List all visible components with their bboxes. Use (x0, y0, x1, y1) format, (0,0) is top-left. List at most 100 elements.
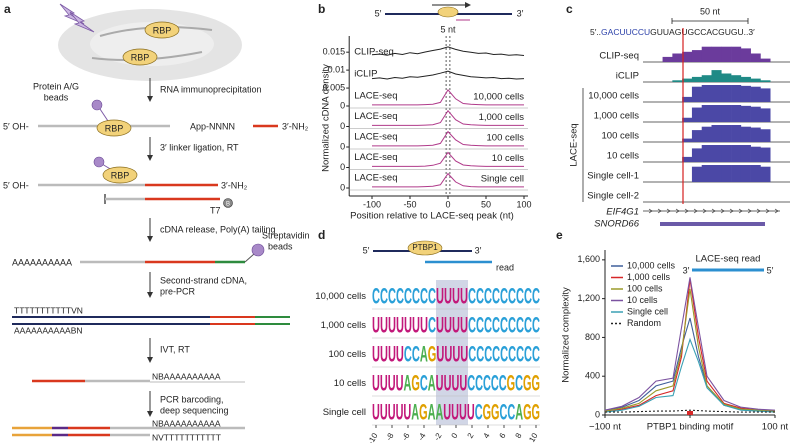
track-label: LACE-seq (354, 91, 397, 102)
coverage-bar (701, 85, 712, 102)
coverage-bar (731, 125, 742, 142)
sequence: NBAAAAAAAAAA (152, 418, 221, 428)
track-label: LACE-seq (354, 152, 397, 163)
streptavidin-label: Streptavidin (262, 230, 310, 240)
coverage-bar (731, 75, 742, 82)
coverage-bar (740, 48, 751, 62)
x-tick-label: 0 (445, 199, 450, 209)
sequence: AAAAAAAAAABN (14, 325, 83, 335)
coverage-bar (691, 86, 703, 102)
coverage-bar (721, 85, 732, 102)
uv-bolt (69, 11, 95, 33)
track-sublabel: 1,000 cells (479, 112, 525, 123)
coverage-bar (682, 138, 693, 142)
x-tick-label: -50 (403, 199, 416, 209)
end-label: 5′ (375, 8, 382, 18)
motif-marker (687, 411, 693, 415)
coverage-bar (711, 46, 722, 62)
x-tick-label: 2 (466, 431, 476, 440)
coverage-bar (731, 46, 742, 62)
panel-a: a RBP RBP RNA immunoprecipitation Protei… (3, 2, 310, 442)
y-tick-label: 0 (340, 182, 345, 192)
rbp-label: RBP (153, 25, 172, 35)
coverage-bar (721, 165, 732, 182)
read-label: LACE-seq read (696, 254, 761, 265)
row-label: 10,000 cells (315, 291, 366, 302)
coverage-bar (731, 85, 742, 102)
coverage-bar (731, 165, 742, 182)
end-label: 5′ (767, 265, 774, 275)
track-label: 100 cells (602, 131, 640, 142)
track-sublabel: 10,000 cells (473, 92, 524, 103)
end-label: 3′-NH₂ (221, 180, 248, 190)
window-label: 5 nt (440, 24, 456, 34)
x-tick-label: -10 (366, 431, 380, 443)
coverage-bar (740, 105, 751, 122)
y-tick-label: 0 (595, 409, 600, 419)
panel-label: d (318, 228, 325, 242)
complexity-line (604, 288, 776, 412)
gene-chevron (765, 208, 770, 214)
protein (407, 240, 443, 256)
gene-chevron (648, 208, 653, 214)
coverage-bar (691, 130, 703, 142)
coverage-bar (711, 165, 722, 182)
coverage-bar (701, 46, 712, 62)
legend-label: 10,000 cells (627, 260, 676, 270)
sequence: NVTTTTTTTTTTT (152, 432, 221, 442)
coverage-bar (701, 126, 712, 142)
x-tick-label: 4 (482, 431, 492, 440)
density-line (372, 89, 524, 106)
row-label: 10 cells (334, 378, 366, 389)
density-line (372, 151, 524, 167)
sequence-logo: UUUUUUUCUUUUCCCCCCCCC (372, 312, 540, 337)
end-label: 3′ (683, 265, 690, 275)
x-tick-label: -8 (384, 431, 396, 442)
end-label: 5′ (363, 245, 370, 255)
gene-chevron (729, 208, 734, 214)
track-sublabel: Single cell (481, 174, 524, 185)
coverage-bar (721, 125, 732, 142)
density-line (371, 70, 525, 80)
coverage-bar (750, 106, 761, 122)
coverage-bar (740, 85, 751, 102)
y-tick-label: 0 (340, 100, 345, 110)
y-axis-label: Normalized complexity (561, 287, 572, 383)
end-label: 3′-NH₂ (282, 121, 309, 131)
coverage-bar (731, 145, 742, 162)
coverage-bar (721, 46, 732, 62)
read-label: read (496, 262, 514, 272)
panel-label: c (566, 2, 573, 16)
x-tick-label: -4 (416, 431, 428, 442)
y-tick-label: 0.015 (323, 47, 346, 57)
coverage-bar (682, 78, 693, 82)
legend-label: Single cell (627, 306, 668, 316)
y-tick-label: 1,200 (577, 293, 600, 303)
step-label: IVT, RT (160, 344, 190, 354)
motif-highlight (436, 280, 468, 425)
coverage-bar (760, 80, 771, 82)
coverage-bar (682, 51, 693, 62)
coverage-bar (711, 70, 722, 82)
x-tick-label: 100 nt (762, 422, 789, 433)
coverage-bar (682, 156, 693, 162)
coverage-bar (721, 105, 732, 122)
coverage-bar (711, 85, 722, 102)
gene-chevron (720, 208, 725, 214)
legend-label: 100 cells (627, 283, 663, 293)
x-tick-label: -2 (432, 431, 444, 442)
rbp-label: RBP (131, 52, 150, 62)
rbp (96, 119, 132, 137)
row-label: 100 cells (329, 349, 367, 360)
coverage-bar (740, 145, 751, 162)
track-label: iCLIP (616, 71, 639, 82)
track-label: LACE-seq (354, 173, 397, 184)
sequence: NBAAAAAAAAAA (152, 371, 221, 381)
coverage-bar (701, 145, 712, 162)
y-tick-label: 1,600 (577, 254, 600, 264)
legend-label: Random (627, 318, 661, 328)
sequence-logo: CCCCCCCCUUUUCCCCCCCCC (372, 283, 540, 308)
bead-link (244, 253, 255, 263)
protein-label: PTBP1 (412, 243, 438, 252)
group-label: LACE-seq (569, 123, 580, 166)
